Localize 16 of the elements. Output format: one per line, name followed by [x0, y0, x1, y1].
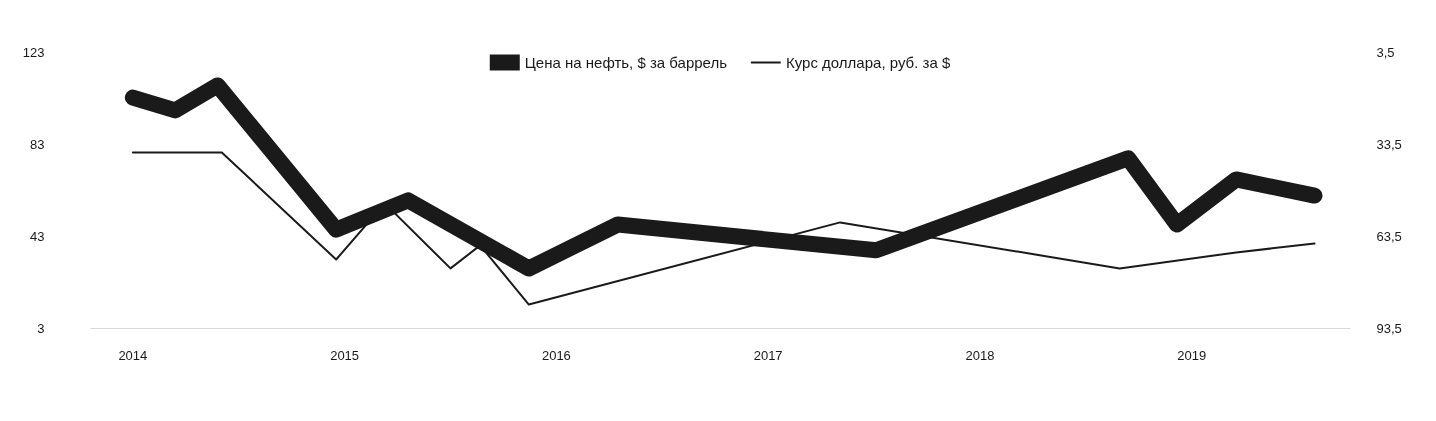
y-tick-label: 83	[30, 137, 45, 152]
y-tick-label: 3	[37, 321, 45, 336]
x-tick-label: 2014	[118, 347, 148, 363]
y-tick-label: 123	[22, 45, 45, 60]
y2-tick-label: 93,5	[1376, 321, 1402, 336]
x-tick-label: 2018	[965, 347, 995, 363]
legend-label: Курс доллара, руб. за $	[786, 53, 951, 71]
y-tick-label: 43	[30, 229, 45, 244]
y2-tick-label: 63,5	[1376, 229, 1402, 244]
y2-tick-label: 33,5	[1376, 137, 1402, 152]
legend-label: Цена на нефть, $ за баррель	[524, 53, 728, 71]
y2-tick-label: 3,5	[1376, 45, 1395, 60]
x-tick-label: 2019	[1177, 347, 1207, 363]
x-tick-label: 2016	[541, 347, 571, 363]
x-tick-label: 2017	[753, 347, 783, 363]
x-tick-label: 2015	[330, 347, 360, 363]
